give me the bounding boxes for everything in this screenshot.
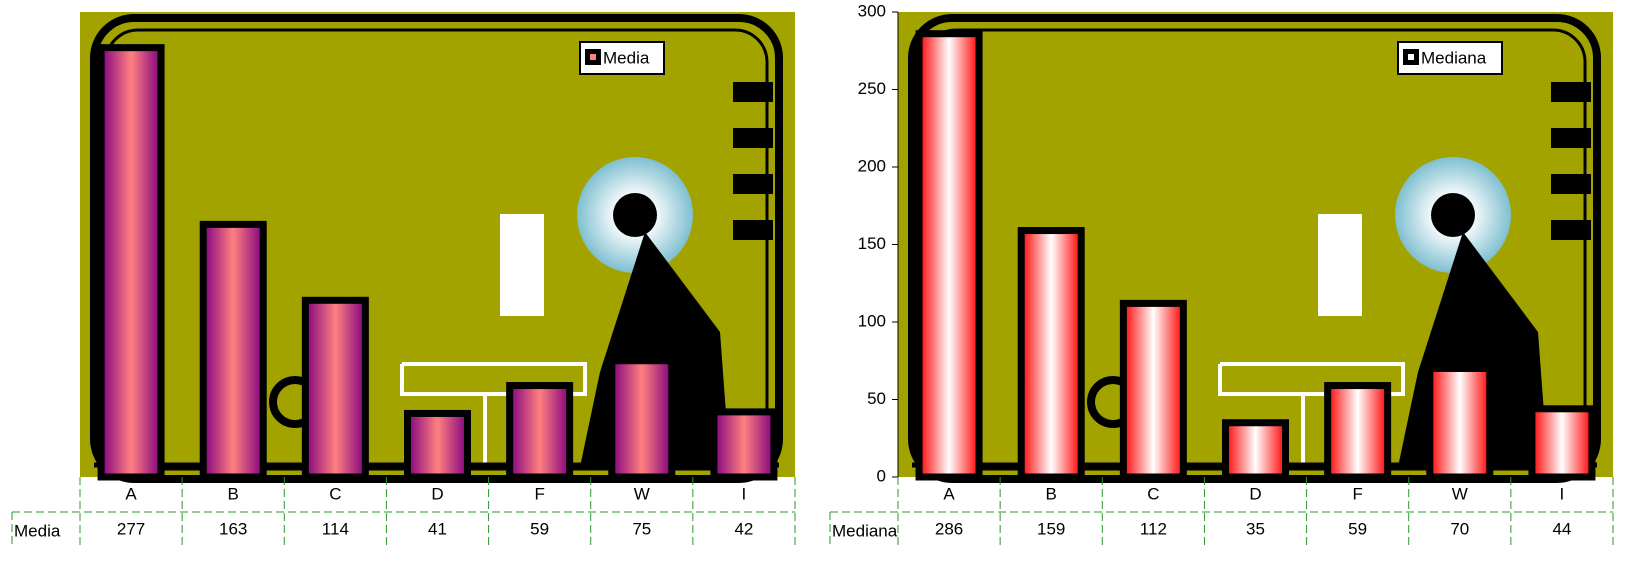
y-tick-label: 250 bbox=[858, 79, 886, 98]
bar bbox=[199, 220, 267, 481]
table-value: 70 bbox=[1450, 519, 1469, 538]
table-value: 42 bbox=[734, 519, 753, 538]
x-tick-label: F bbox=[534, 484, 544, 503]
stripe bbox=[1551, 174, 1591, 194]
x-tick-label: I bbox=[1560, 484, 1565, 503]
bar bbox=[404, 409, 471, 481]
x-tick-label: A bbox=[125, 484, 137, 503]
x-tick-label: C bbox=[329, 484, 341, 503]
y-tick-label: 200 bbox=[858, 156, 886, 175]
y-tick-label: 50 bbox=[867, 389, 886, 408]
legend-label: Mediana bbox=[1421, 48, 1487, 67]
monitor bbox=[1318, 214, 1362, 316]
bar bbox=[1324, 382, 1392, 481]
table-value: 277 bbox=[117, 519, 145, 538]
table-value: 286 bbox=[935, 519, 963, 538]
desk bbox=[1218, 362, 1405, 467]
stripe bbox=[733, 174, 773, 194]
y-tick-label: 0 bbox=[877, 466, 886, 485]
x-tick-label: I bbox=[742, 484, 747, 503]
y-tick-label: 150 bbox=[858, 234, 886, 253]
legend-swatch-core bbox=[1408, 54, 1414, 60]
x-tick-label: W bbox=[1452, 484, 1468, 503]
bar bbox=[1426, 365, 1494, 481]
table-value: 59 bbox=[1348, 519, 1367, 538]
bar bbox=[608, 357, 676, 481]
table-row-header: Mediana bbox=[832, 521, 898, 540]
stripe bbox=[1551, 82, 1591, 102]
desk bbox=[400, 362, 587, 467]
table-value: 35 bbox=[1246, 519, 1265, 538]
head bbox=[613, 193, 657, 237]
x-tick-label: W bbox=[634, 484, 650, 503]
bar bbox=[97, 44, 165, 481]
stripe bbox=[733, 220, 773, 240]
table-value: 159 bbox=[1037, 519, 1065, 538]
x-tick-label: F bbox=[1352, 484, 1362, 503]
bar bbox=[506, 382, 574, 481]
x-tick-label: B bbox=[1046, 484, 1057, 503]
monitor bbox=[500, 214, 544, 316]
table-value: 41 bbox=[428, 519, 447, 538]
y-tick-label: 300 bbox=[858, 1, 886, 20]
bar bbox=[1119, 299, 1187, 481]
x-tick-label: D bbox=[1249, 484, 1261, 503]
bar bbox=[1222, 419, 1289, 481]
x-tick-label: A bbox=[943, 484, 955, 503]
bar bbox=[710, 408, 778, 481]
bar bbox=[1017, 227, 1085, 481]
bar bbox=[1528, 405, 1596, 481]
head bbox=[1431, 193, 1475, 237]
stripe bbox=[1551, 128, 1591, 148]
bar bbox=[301, 296, 369, 481]
legend-label: Media bbox=[603, 48, 650, 67]
table-value: 59 bbox=[530, 519, 549, 538]
x-tick-label: B bbox=[228, 484, 239, 503]
stripe bbox=[733, 128, 773, 148]
table-value: 114 bbox=[322, 519, 349, 538]
bar bbox=[915, 30, 983, 481]
table-value: 44 bbox=[1552, 519, 1571, 538]
y-tick-label: 100 bbox=[858, 311, 886, 330]
table-value: 163 bbox=[219, 519, 247, 538]
x-tick-label: C bbox=[1147, 484, 1159, 503]
stripe bbox=[1551, 220, 1591, 240]
stripe bbox=[733, 82, 773, 102]
table-value: 75 bbox=[632, 519, 651, 538]
legend-swatch-core bbox=[590, 54, 596, 60]
table-row-header: Media bbox=[14, 521, 61, 540]
legend-box bbox=[1397, 41, 1503, 75]
table-value: 112 bbox=[1140, 519, 1167, 538]
x-tick-label: D bbox=[431, 484, 443, 503]
